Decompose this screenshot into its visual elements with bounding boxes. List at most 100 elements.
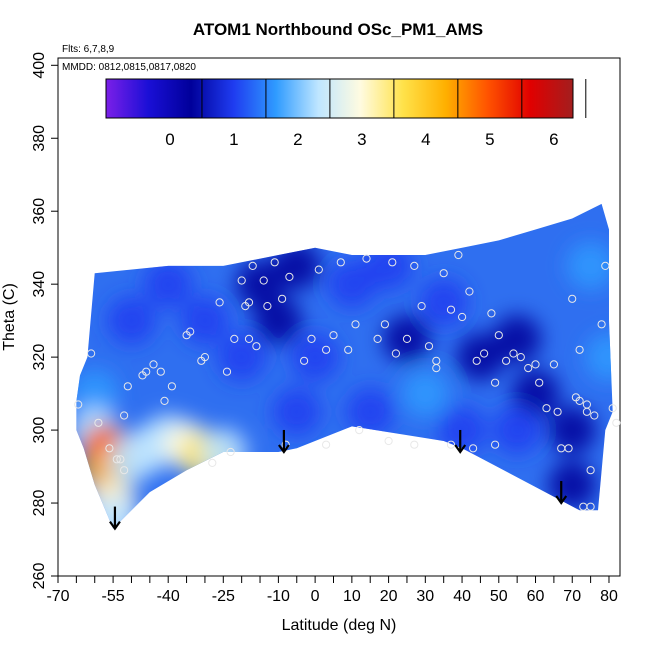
sample-point [502,356,511,365]
y-tick-label: 320 [31,344,48,371]
sample-point [516,353,525,362]
x-axis-label: Latitude (deg N) [282,617,397,634]
sample-point [575,345,584,354]
sample-point [601,261,610,270]
x-tick-label: -40 [157,588,180,605]
sample-point [531,360,540,369]
sample-point [568,294,577,303]
y-tick-label: 380 [31,125,48,152]
sample-point [446,305,456,314]
sample-point [237,276,246,285]
field-blobs [76,241,613,529]
sample-point [582,407,592,416]
colorbar-tick-label: 1 [229,130,238,149]
flights-annotation: Flts: 6,7,8,9 [62,44,115,55]
field-cell [548,460,597,509]
x-axis: -70 -55 -40 -25 -10 0 10 20 30 40 50 60 70 80 [46,576,618,605]
sample-point [278,294,287,303]
sample-point [472,356,481,365]
sample-point [270,258,279,267]
sample-point [586,466,595,475]
sample-point [524,364,533,373]
arrows [109,429,568,531]
colorbar: 0 1 2 3 4 5 6 [105,78,587,149]
sample-point [160,396,169,405]
sample-point [564,444,573,453]
field-cell [291,333,340,382]
x-tick-label: 60 [527,588,545,605]
field-cell [76,369,119,418]
sample-point [120,466,129,475]
x-tick-label: 20 [380,588,398,605]
field-cell [438,406,487,455]
sample-point [351,320,360,329]
sample-point [208,458,217,467]
sample-point [509,349,518,358]
sample-point [248,261,257,270]
sample-point [123,382,132,391]
x-tick-label: 50 [490,588,508,605]
field-cell [217,333,266,382]
x-tick-label: 70 [563,588,581,605]
sample-point [549,360,559,369]
field-cell [236,260,284,309]
data-field [76,203,613,529]
sample-points [74,250,621,511]
field-cell [199,428,248,476]
colorbar-tick-label: 3 [357,130,366,149]
sample-point [384,436,393,446]
sample-point [156,367,165,376]
sample-point [388,258,397,267]
sample-point [336,258,345,267]
sample-point [244,298,254,307]
sample-point [149,360,158,369]
field-cell [107,296,156,345]
sample-point [252,342,261,351]
y-tick-label: 400 [31,52,48,79]
x-tick-label: -70 [46,588,69,605]
field-cell [144,260,193,309]
sample-point [74,400,83,409]
sample-point [597,320,606,329]
colorbar-tick-label: 6 [549,130,558,149]
sample-point [362,254,371,263]
sample-point [300,356,309,365]
sample-point [230,334,239,343]
sample-point [355,426,364,435]
sample-point [314,265,323,274]
y-tick-label: 300 [31,417,48,444]
field-cell [511,369,560,418]
chart-title: ATOM1 Northbound OSc_PM1_AMS [193,20,483,39]
plot-frame [57,57,621,577]
sample-point [142,367,151,376]
colorbar-lines [201,79,587,118]
field-cell [346,387,395,436]
sample-point [612,418,621,427]
sample-point [215,298,224,307]
colorbar-tick-label: 0 [165,130,174,149]
sample-point [226,447,235,457]
sample-point [446,440,456,449]
field-cell [419,278,468,327]
sample-point [307,334,316,343]
field-cell [548,406,597,455]
sample-point [494,331,503,340]
down-arrow [278,429,290,454]
colorbar-gradient [106,79,573,118]
sample-point [263,302,272,311]
x-tick-label: -10 [267,588,290,605]
down-arrow [555,481,568,505]
field-cell [272,241,321,290]
sample-point [391,349,400,358]
field-cell [493,314,542,363]
field-cell [401,369,450,418]
sample-point [116,455,125,464]
sample-point [244,334,254,343]
sample-point [94,418,103,427]
sample-point [322,440,331,449]
sample-point [322,345,331,354]
sample-point [410,440,419,449]
x-tick-label: -25 [212,588,235,605]
x-tick-label: -55 [102,588,125,605]
field-cell [180,296,229,345]
